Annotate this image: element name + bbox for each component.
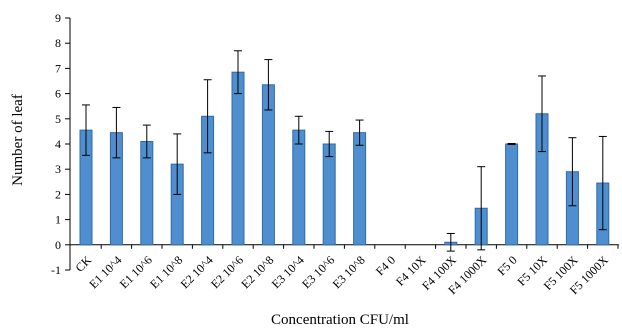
y-tick-label: -1 [51, 263, 61, 277]
y-axis-title: Number of leaf [10, 94, 26, 186]
error-bar [173, 133, 182, 195]
y-tick-label: 5 [55, 112, 61, 126]
x-tick-label: E2 10^4 [178, 253, 216, 291]
bar [322, 143, 336, 246]
y-tick-label: 1 [55, 213, 61, 227]
bar [292, 129, 306, 246]
error-bar [203, 79, 212, 154]
error-bar [507, 142, 516, 146]
x-tick-label: E2 10^6 [208, 253, 246, 291]
error-bar [446, 232, 455, 252]
y-tick-label: 3 [55, 162, 61, 176]
x-axis-title: Concentration CFU/ml [271, 312, 409, 328]
x-tick-label: F5 0 [494, 253, 519, 278]
error-bar [112, 106, 121, 159]
y-axis: -1 0 1 2 3 4 5 6 7 8 9 [51, 11, 71, 277]
y-tick-label: 7 [55, 61, 61, 75]
error-bar [294, 115, 303, 145]
y-tick-label: 9 [55, 11, 61, 25]
error-bar [568, 137, 577, 207]
error-bar [538, 75, 546, 153]
bars [79, 50, 610, 252]
x-tick-label: E1 10^4 [86, 253, 124, 291]
x-tick-label: CK [72, 253, 94, 275]
error-bar [234, 50, 242, 95]
y-tick-label: 2 [55, 187, 61, 201]
error-bar [598, 135, 607, 231]
y-tick-label: 6 [55, 87, 61, 101]
error-bar [325, 130, 334, 158]
bar [231, 71, 245, 246]
y-tick-label: 8 [55, 36, 61, 50]
x-tick-label: E1 10^8 [147, 253, 185, 291]
x-tick-label: E2 10^8 [238, 253, 276, 291]
x-tick-label: F4 0 [373, 253, 398, 278]
y-tick-label: 4 [55, 137, 61, 151]
y-tick-label: 0 [55, 238, 61, 252]
bar [353, 132, 367, 246]
x-tick-label: E3 10^4 [269, 253, 307, 291]
error-bar [264, 59, 273, 111]
x-tick-label: E3 10^8 [330, 253, 368, 291]
x-tick-label: E1 10^6 [117, 253, 155, 291]
error-bar [477, 166, 486, 251]
error-bar [355, 119, 364, 146]
bar [505, 143, 519, 246]
error-bar [142, 124, 151, 159]
x-tick-label: E3 10^6 [299, 253, 337, 291]
error-bar [82, 104, 90, 156]
